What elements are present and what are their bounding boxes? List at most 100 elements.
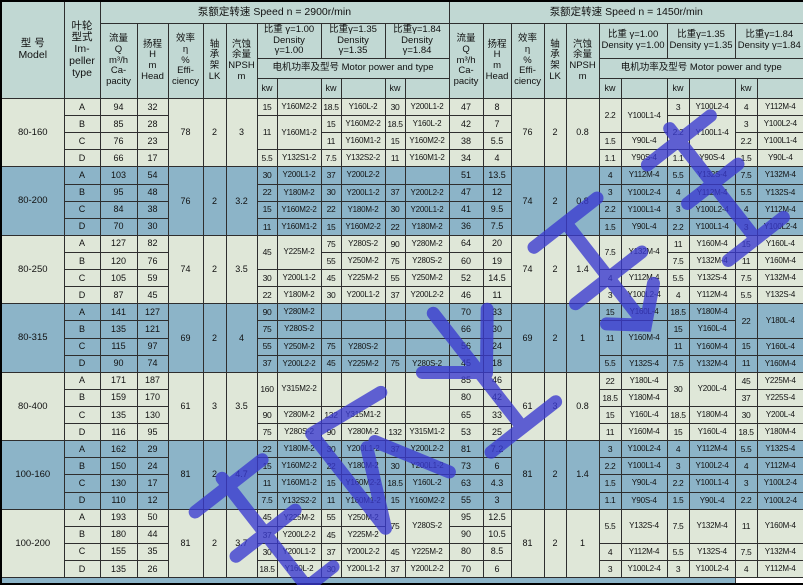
- speed-1450-header: 泵额定转速 Speed n = 1450r/min: [448, 0, 803, 24]
- kw-header: kw: [256, 78, 278, 99]
- cell-kw: 3: [734, 474, 758, 493]
- cell-kw: [384, 166, 406, 185]
- cell-motor-type: Y100L1-4: [620, 457, 668, 476]
- motor-type-header: [404, 78, 450, 99]
- cell-motor-type: Y90L-4: [620, 132, 668, 151]
- cell-kw: 45: [256, 234, 278, 271]
- cell-kw: 7.5: [734, 166, 758, 185]
- cell-efficiency: 74: [510, 234, 545, 305]
- cell-kw: 4: [666, 286, 690, 305]
- cell-efficiency: 69: [167, 303, 204, 373]
- cell-kw: 75: [256, 320, 278, 339]
- table-row: 100-160 A 162 29 81 2 4.7 22 Y180M-2 30 Y200L1-2 37…: [0, 440, 803, 510]
- cell-head: 23: [136, 132, 169, 151]
- cell-motor-type: [404, 405, 450, 425]
- cell-kw: 2.2: [666, 474, 690, 493]
- cell-impeller-letter: C: [63, 132, 101, 151]
- cell-motor-type: Y200L2-2: [276, 525, 322, 544]
- cell-head: 29: [136, 440, 169, 459]
- cell-kw: 4: [598, 166, 622, 185]
- cell-kw: 15: [734, 337, 758, 356]
- cell-motor-type: Y200L1-2: [404, 457, 450, 476]
- table-row: 80-400 A 171 187 61 3 3.5 160 Y315M2-2 85 46 61 3 0.8…: [0, 371, 803, 442]
- cell-head: 187: [136, 371, 169, 390]
- table-row: D 90 74 37 Y200L2-2 45 Y225M-2 75 Y280S-2 45 18 5.5…: [1, 354, 803, 373]
- cell-head: 6: [482, 559, 512, 579]
- cell-motor-type: Y132S2-2: [340, 149, 386, 168]
- cell-motor-type: Y280M-2: [340, 423, 386, 442]
- cell-motor-type: Y200L-4: [756, 405, 803, 425]
- cell-flow: 73: [448, 457, 484, 476]
- cell-kw: 15: [256, 97, 278, 117]
- cell-head: 24: [482, 337, 512, 356]
- cell-motor-type: Y280S-2: [276, 320, 322, 339]
- cell-flow: 70: [448, 559, 484, 579]
- cell-head: 25: [482, 423, 512, 442]
- cell-motor-type: Y132S-4: [756, 183, 803, 202]
- cell-motor-type: Y132S-4: [756, 440, 803, 459]
- cell-kw: 22: [256, 440, 278, 459]
- cell-head: 12.5: [482, 508, 512, 527]
- cell-bearing: 2: [543, 440, 567, 510]
- cell-efficiency: 74: [167, 234, 204, 305]
- cell-kw: 55: [320, 508, 342, 527]
- cell-motor-type: Y112M-4: [756, 559, 803, 579]
- table-row: D 66 17 5.5 Y132S1-2 7.5 Y132S2-2 11 Y160M1-2 34 4…: [1, 149, 803, 168]
- table-body: 80-160 A 94 32 78 2 3 15 Y160M2-2 18.5 Y160L-2 30 Y2…: [0, 97, 803, 585]
- cell-motor-type: Y200L-4: [688, 371, 736, 407]
- cell-impeller-letter: B: [63, 183, 101, 202]
- cell-kw: 1.5: [598, 217, 622, 236]
- cell-kw: 22: [598, 371, 622, 390]
- cell-motor-type: Y180M-4: [688, 303, 736, 322]
- motor-type-header: [276, 78, 322, 99]
- cell-motor-type: [404, 320, 450, 339]
- cell-motor-type: Y280S-2: [404, 508, 450, 544]
- cell-motor-type: Y180L-4: [620, 371, 668, 390]
- cell-motor-type: Y132M-4: [756, 542, 803, 561]
- cell-motor-type: Y160L-2: [276, 559, 322, 579]
- cell-bearing: 3: [543, 371, 567, 442]
- cell-bearing: 2: [202, 508, 227, 579]
- model-column-header: 型 号 Model: [0, 0, 65, 99]
- cell-motor-type: Y90L-4: [620, 474, 668, 493]
- speed-2900-header: 泵额定转速 Speed n = 2900r/min: [99, 0, 450, 24]
- cell-flow: 115: [99, 337, 138, 356]
- motor-type-header: [756, 78, 803, 99]
- cell-kw: 2.2: [598, 457, 622, 476]
- cell-kw: 37: [256, 354, 278, 373]
- cell-head: 24: [136, 457, 169, 476]
- cell-motor-type: Y200L1-2: [340, 559, 386, 579]
- cell-kw: 3: [734, 217, 758, 236]
- cell-head: 7: [482, 115, 512, 134]
- cell-flow: 60: [448, 251, 484, 271]
- cell-flow: 64: [448, 234, 484, 253]
- cell-kw: 37: [384, 183, 406, 202]
- cell-kw: 30: [320, 286, 342, 305]
- cell-motor-type: Y315M1-2: [340, 405, 386, 425]
- cell-model: 80-160: [0, 97, 65, 168]
- cell-head: 18: [482, 354, 512, 373]
- density-184-header-2900: 比重γ=1.84 Density γ=1.84: [384, 23, 450, 59]
- cell-head: 12: [136, 491, 169, 510]
- cell-flow: 46: [448, 286, 484, 305]
- cell-head: 17: [136, 474, 169, 493]
- cell-kw: [384, 337, 406, 356]
- cell-flow: 66: [448, 320, 484, 339]
- cell-head: 59: [136, 269, 169, 288]
- cell-motor-type: Y100L2-4: [756, 474, 803, 493]
- cell-motor-type: [404, 166, 450, 185]
- cell-kw: 1.5: [598, 132, 622, 151]
- cell-motor-type: Y132S-4: [620, 508, 668, 544]
- cell-motor-type: Y160M2-2: [404, 132, 450, 151]
- cell-motor-type: Y160M2-2: [276, 200, 322, 219]
- cell-impeller-letter: A: [63, 440, 101, 459]
- cell-motor-type: Y90L-4: [620, 217, 668, 236]
- cell-kw: 15: [256, 457, 278, 476]
- cell-motor-type: Y90L-4: [688, 491, 736, 510]
- cell-kw: 22: [320, 457, 342, 476]
- cell-motor-type: Y315M1-2: [404, 423, 450, 442]
- cell-kw: 30: [384, 97, 406, 117]
- table-row: C 115 97 55 Y250M-2 75 Y280S-2 56 24 11 Y160M-4 15 Y…: [1, 337, 803, 356]
- cell-impeller-letter: B: [63, 320, 101, 339]
- cell-motor-type: Y100L1-4: [620, 200, 668, 219]
